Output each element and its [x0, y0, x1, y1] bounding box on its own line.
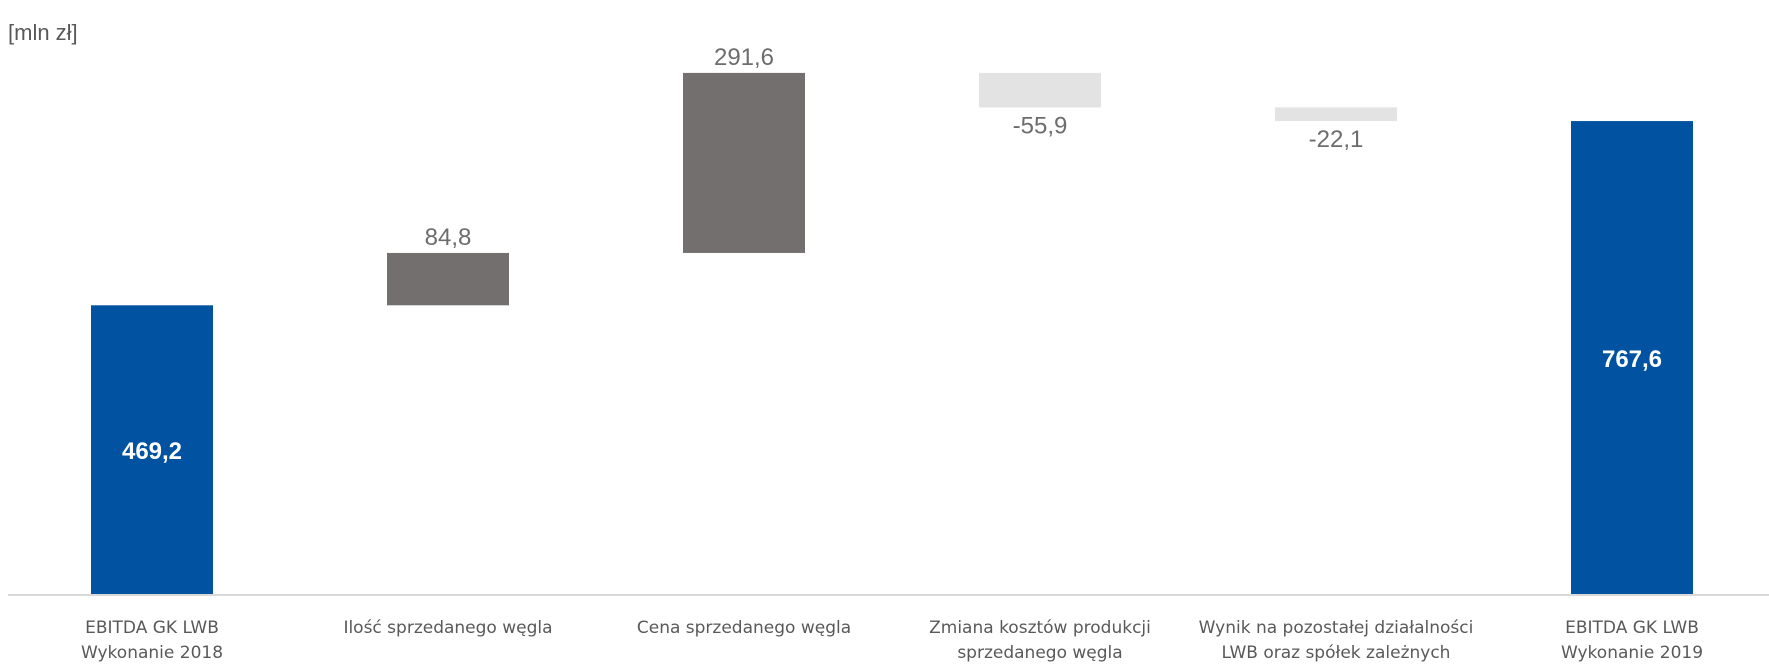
bar-3	[683, 72, 805, 253]
value-label-1: 469,2	[122, 438, 182, 465]
category-label-2: Ilość sprzedanego węgla	[343, 618, 552, 638]
bar-5	[1275, 107, 1397, 122]
bars-group	[91, 72, 1693, 595]
value-label-4: -55,9	[1013, 112, 1068, 139]
value-label-6: 767,6	[1602, 346, 1662, 373]
value-labels-group: 469,2 84,8 291,6 -55,9 -22,1 767,6	[122, 44, 1662, 465]
bar-1	[91, 305, 213, 595]
value-label-2: 84,8	[425, 224, 472, 251]
category-labels-group: EBITDA GK LWB Wykonanie 2018 Ilość sprzeda…	[81, 618, 1703, 663]
bar-6	[1571, 121, 1693, 595]
bar-4	[979, 72, 1101, 108]
category-label-3: Cena sprzedanego węgla	[637, 618, 851, 638]
category-label-5: Wynik na pozostałej działalności LWB oraz…	[1199, 618, 1474, 663]
value-label-5: -22,1	[1309, 126, 1364, 153]
category-label-1: EBITDA GK LWB Wykonanie 2018	[81, 618, 223, 663]
bar-2	[387, 252, 509, 306]
unit-label: [mln zł]	[8, 20, 78, 45]
category-label-6: EBITDA GK LWB Wykonanie 2019	[1561, 618, 1703, 663]
value-label-3: 291,6	[714, 44, 774, 71]
category-label-4: Zmiana kosztów produkcji sprzedanego węgl…	[929, 618, 1151, 663]
